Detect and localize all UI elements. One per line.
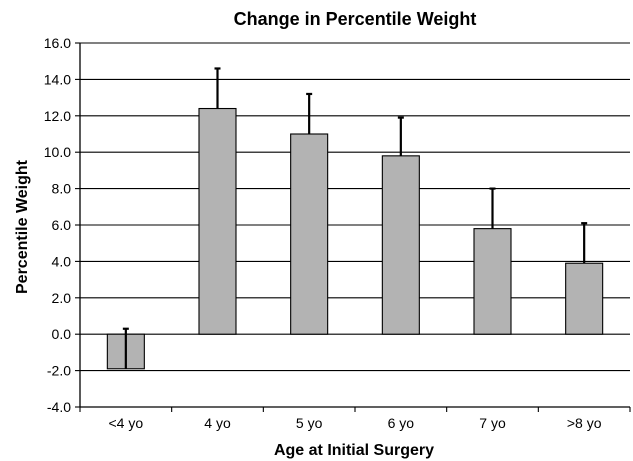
y-tick-label: 14.0 [44,71,71,87]
y-tick-label: 12.0 [44,108,71,124]
y-tick-label: 16.0 [44,35,71,51]
x-tick-label: 6 yo [388,415,415,431]
x-tick-label: 4 yo [204,415,231,431]
y-tick-label: -4.0 [47,399,71,415]
bar [290,133,329,335]
y-tick-label: 6.0 [52,217,72,233]
error-bars [122,67,588,369]
y-tick-label: 10.0 [44,144,71,160]
y-tick-label: 0.0 [52,326,72,342]
bar [565,262,604,335]
chart-title: Change in Percentile Weight [234,9,477,29]
y-tick-label: -2.0 [47,363,71,379]
x-axis-label: Age at Initial Surgery [274,442,434,459]
y-tick-label: 8.0 [52,181,72,197]
axes [75,42,631,412]
x-tick-label: 5 yo [296,415,323,431]
x-tick-label: <4 yo [109,415,144,431]
y-axis-label: Percentile Weight [14,159,31,294]
bar [381,155,420,335]
y-tick-label: 2.0 [52,290,72,306]
y-tick-labels: 16.0 14.0 12.0 10.0 8.0 6.0 4.0 2.0 0.0 -2.0 -4.0 [44,35,71,415]
bar [473,228,512,335]
x-tick-labels: <4 yo 4 yo 5 yo 6 yo 7 yo >8 yo [109,415,602,431]
y-tick-label: 4.0 [52,253,72,269]
bars [106,107,604,370]
bar [198,107,237,335]
gridlines [80,42,630,372]
x-tick-label: >8 yo [567,415,602,431]
x-tick-label: 7 yo [479,415,506,431]
